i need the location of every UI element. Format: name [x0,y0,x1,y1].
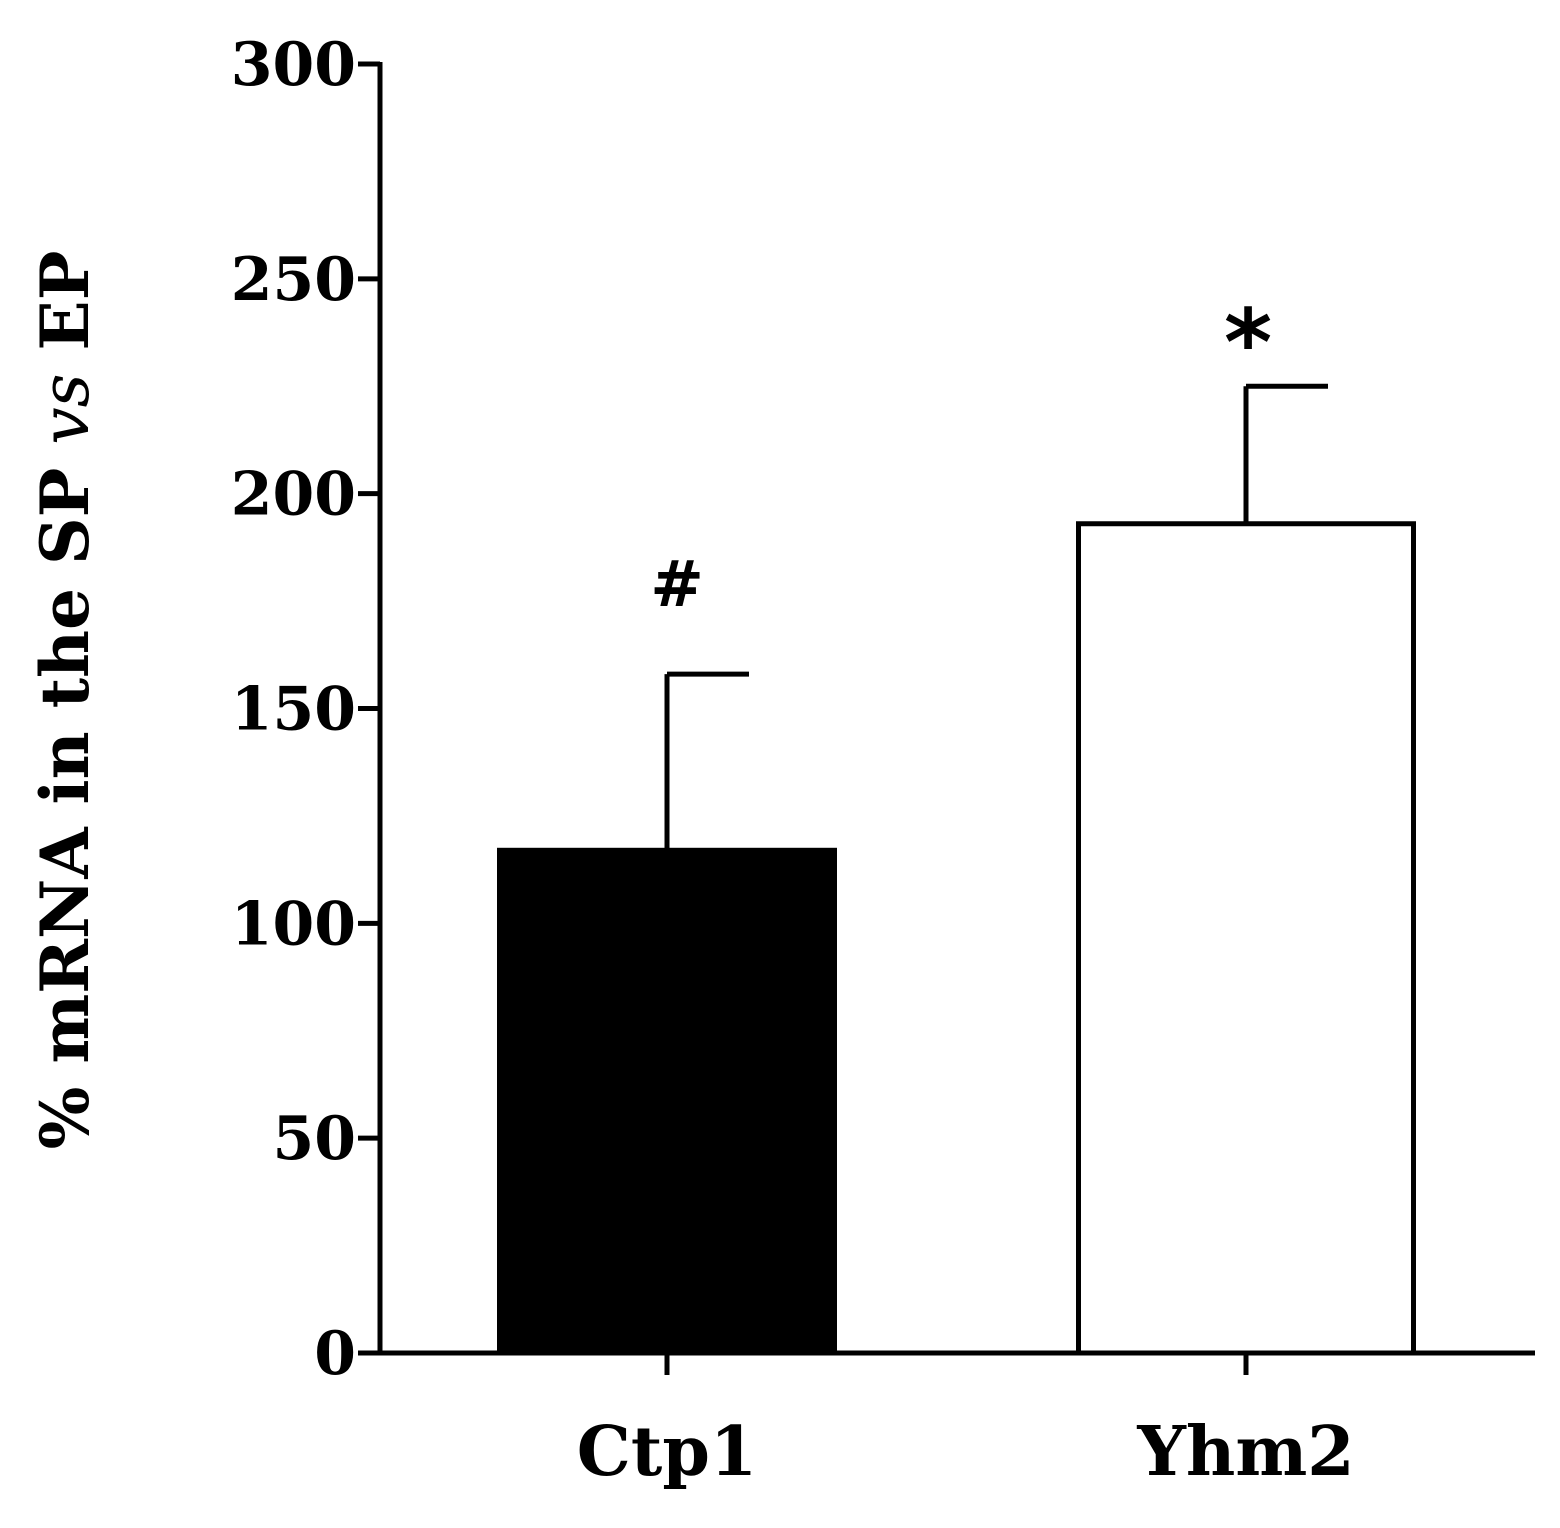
y-tick-label: 150 [231,675,356,745]
y-tick-label: 300 [231,30,356,100]
y-tick-label: 100 [231,889,356,959]
y-axis-title-italic: vs [27,374,104,445]
bar-yhm2 [1076,521,1416,1356]
significance-annotations: #* [650,289,1272,622]
y-axis-title-suffix: EP [26,251,104,374]
y-axis-title-group: % mRNA in the SP vs EP [26,251,104,1150]
y-tick-label: 250 [231,245,356,315]
x-category-label: Yhm2 [1136,1412,1354,1492]
axes [358,62,1535,1356]
significance-hash: # [650,547,704,622]
bars [497,521,1416,1356]
y-tick-label: 0 [314,1319,356,1389]
x-axis-ticks: Ctp1 Yhm2 [577,1353,1355,1492]
y-axis-ticks: 0 50 100 150 200 250 300 [231,30,380,1389]
x-category-label: Ctp1 [577,1412,757,1492]
y-tick-label: 200 [231,460,356,530]
bar-ctp1 [497,847,837,1356]
y-axis-title: % mRNA in the SP vs EP [26,251,104,1150]
y-tick-label: 50 [273,1104,357,1174]
error-bars [664,383,1328,851]
y-axis-title-prefix: % mRNA in the SP [26,445,104,1150]
significance-asterisk: * [1224,289,1272,396]
